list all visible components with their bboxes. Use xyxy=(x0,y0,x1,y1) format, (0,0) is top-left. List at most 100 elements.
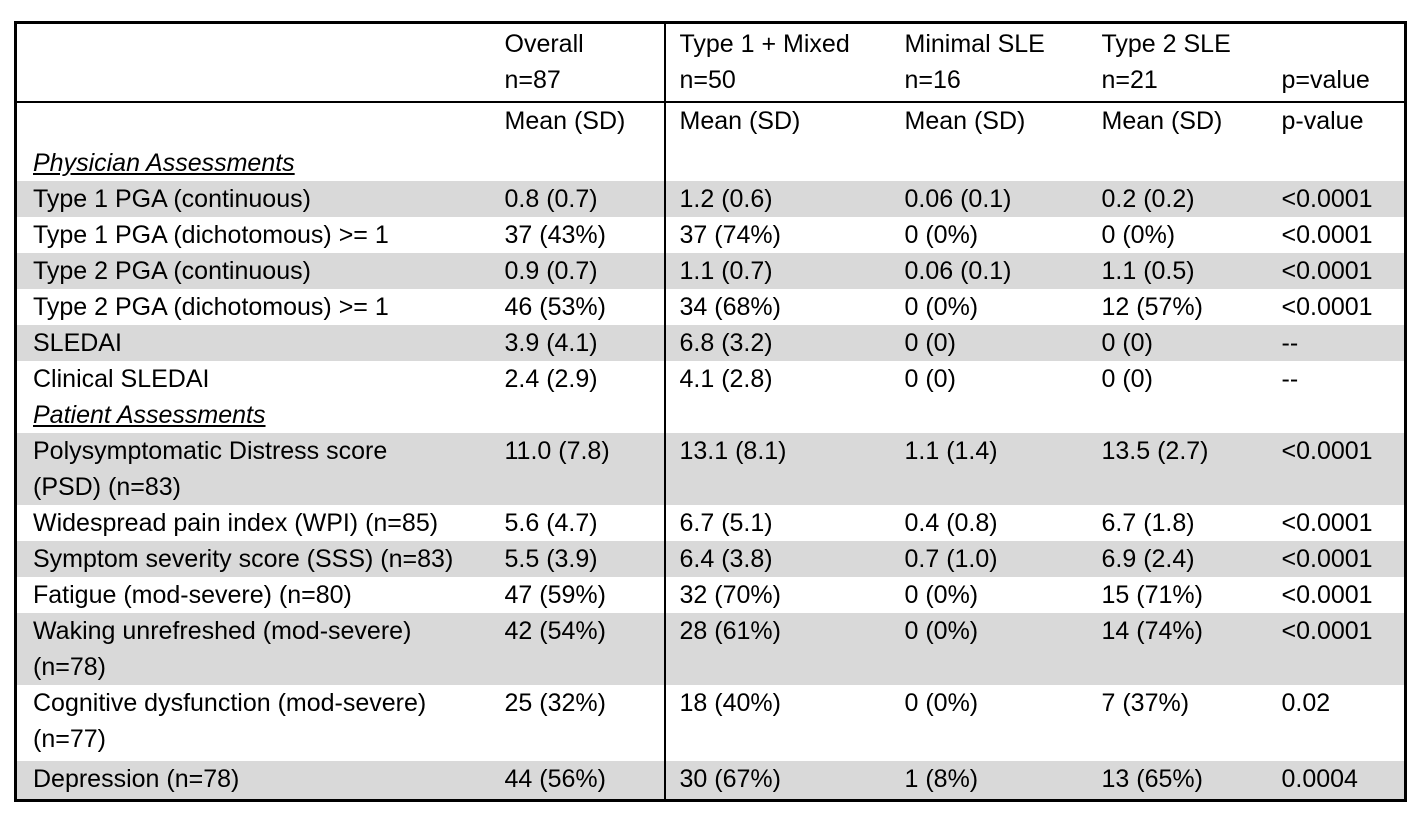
value-cell: 1 (8%) xyxy=(904,761,1102,801)
subheader-mean-sd-minimal-sle: Mean (SD) xyxy=(904,107,1026,135)
empty-cell xyxy=(663,145,905,181)
value-cell: 1.1 (1.4) xyxy=(904,433,1102,505)
value-cell: 46 (53%) xyxy=(504,293,606,321)
empty-cell xyxy=(1282,145,1406,181)
value-cell: 1.1 (0.7) xyxy=(663,253,905,289)
subheader-mean-sd-overall: Mean (SD) xyxy=(504,107,626,135)
column-header-type1-mixed: Type 1 + Mixed n=50 xyxy=(663,22,905,103)
empty-cell xyxy=(1102,145,1282,181)
value-cell: 1.2 (0.6) xyxy=(663,181,905,217)
value-cell: 13 (65%) xyxy=(1101,761,1282,801)
empty-cell xyxy=(505,145,665,181)
row-label: Depression (n=78) xyxy=(15,761,505,801)
value-cell: 0 (0%) xyxy=(1101,221,1176,249)
empty-cell xyxy=(1102,397,1282,433)
header-row-measures: Mean (SD) Mean (SD) Mean (SD) Mean (SD) … xyxy=(16,102,1406,145)
row-label: Widespread pain index (WPI) (n=85) xyxy=(33,509,439,537)
empty-cell xyxy=(1282,397,1406,433)
row-label: Waking unrefreshed (mod-severe) (n=78) xyxy=(15,613,505,685)
pvalue-cell: <0.0001 xyxy=(1281,613,1406,685)
value-cell: 13.1 (8.1) xyxy=(663,433,905,505)
table-row-type2-pga-continuous: Type 2 PGA (continuous) 0.9 (0.7) 1.1 (0… xyxy=(15,253,1406,289)
pvalue-cell: -- xyxy=(1281,365,1299,393)
value-cell: 18 (40%) xyxy=(663,685,905,761)
column-header-blank xyxy=(15,22,505,103)
value-cell: 0.4 (0.8) xyxy=(904,509,998,537)
table-row-polysymptomatic-distress: Polysymptomatic Distress score (PSD) (n=… xyxy=(15,433,1406,505)
column-header-pvalue: p=value xyxy=(1281,22,1406,103)
value-cell: 0.7 (1.0) xyxy=(904,541,1102,577)
value-cell: 13.5 (2.7) xyxy=(1101,433,1282,505)
table-row-widespread-pain-index: Widespread pain index (WPI) (n=85) 5.6 (… xyxy=(16,505,1406,541)
pvalue-cell: <0.0001 xyxy=(1281,541,1406,577)
empty-cell xyxy=(905,145,1102,181)
table-row-sledai: SLEDAI 3.9 (4.1) 6.8 (3.2) 0 (0) 0 (0) -… xyxy=(15,325,1406,361)
column-header-type2-sle: Type 2 SLE n=21 xyxy=(1101,22,1282,103)
row-label: Type 2 PGA (dichotomous) >= 1 xyxy=(33,293,389,321)
value-cell: 0 (0%) xyxy=(904,613,1102,685)
value-cell: 0.8 (0.7) xyxy=(504,181,665,217)
column-header-minimal-sle: Minimal SLE n=16 xyxy=(904,22,1102,103)
value-cell: 11.0 (7.8) xyxy=(504,433,665,505)
table-row-cognitive-dysfunction: Cognitive dysfunction (mod-severe) (n=77… xyxy=(16,685,1406,761)
value-cell: 2.4 (2.9) xyxy=(504,365,598,393)
value-cell: 0 (0) xyxy=(1101,365,1153,393)
value-cell: 6.9 (2.4) xyxy=(1101,541,1282,577)
row-label: Type 2 PGA (continuous) xyxy=(15,253,505,289)
subheader-blank xyxy=(16,102,505,145)
pvalue-cell: <0.0001 xyxy=(1281,293,1373,321)
section-label: Patient Assessments xyxy=(33,401,266,429)
table-row-type2-pga-dichotomous: Type 2 PGA (dichotomous) >= 1 46 (53%) 3… xyxy=(16,289,1406,325)
empty-cell xyxy=(505,397,665,433)
value-cell: 0 (0%) xyxy=(904,221,979,249)
value-cell: 6.4 (3.8) xyxy=(663,541,905,577)
value-cell: 4.1 (2.8) xyxy=(663,361,905,397)
value-cell: 44 (56%) xyxy=(504,761,665,801)
value-cell: 0.06 (0.1) xyxy=(904,181,1102,217)
row-label: Cognitive dysfunction (mod-severe) (n=77… xyxy=(33,689,427,753)
value-cell: 25 (32%) xyxy=(504,689,606,717)
value-cell: 0.2 (0.2) xyxy=(1101,181,1282,217)
section-row-patient-assessments: Patient Assessments xyxy=(16,397,1406,433)
header-row-groups: Overall n=87 Type 1 + Mixed n=50 Minimal… xyxy=(15,22,1406,103)
value-cell: 32 (70%) xyxy=(663,577,905,613)
pvalue-cell: 0.02 xyxy=(1281,689,1331,717)
value-cell: 1.1 (0.5) xyxy=(1101,253,1282,289)
value-cell: 6.8 (3.2) xyxy=(663,325,905,361)
table-row-symptom-severity-score: Symptom severity score (SSS) (n=83) 5.5 … xyxy=(15,541,1406,577)
subheader-mean-sd-type2-sle: Mean (SD) xyxy=(1101,107,1223,135)
sle-results-table: Overall n=87 Type 1 + Mixed n=50 Minimal… xyxy=(14,21,1407,802)
value-cell: 15 (71%) xyxy=(1101,581,1203,609)
table-row-waking-unrefreshed: Waking unrefreshed (mod-severe) (n=78) 4… xyxy=(15,613,1406,685)
column-header-overall: Overall n=87 xyxy=(504,22,665,103)
value-cell: 30 (67%) xyxy=(663,761,905,801)
table-row-depression: Depression (n=78) 44 (56%) 30 (67%) 1 (8… xyxy=(15,761,1406,801)
empty-cell xyxy=(905,397,1102,433)
pvalue-cell: 0.0004 xyxy=(1281,761,1406,801)
pvalue-cell: <0.0001 xyxy=(1281,581,1373,609)
pvalue-cell: <0.0001 xyxy=(1281,253,1406,289)
value-cell: 0 (0) xyxy=(904,325,1102,361)
row-label: Type 1 PGA (continuous) xyxy=(15,181,505,217)
empty-cell xyxy=(663,397,905,433)
page: Overall n=87 Type 1 + Mixed n=50 Minimal… xyxy=(14,21,1407,802)
row-label: SLEDAI xyxy=(15,325,505,361)
value-cell: 5.6 (4.7) xyxy=(504,509,598,537)
value-cell: 28 (61%) xyxy=(663,613,905,685)
row-label: Clinical SLEDAI xyxy=(33,365,210,393)
value-cell: 0 (0%) xyxy=(904,581,979,609)
value-cell: 5.5 (3.9) xyxy=(504,541,665,577)
table-row-type1-pga-dichotomous: Type 1 PGA (dichotomous) >= 1 37 (43%) 3… xyxy=(16,217,1406,253)
value-cell: 47 (59%) xyxy=(504,581,606,609)
value-cell: 0 (0) xyxy=(904,365,956,393)
value-cell: 7 (37%) xyxy=(1101,689,1190,717)
table-row-clinical-sledai: Clinical SLEDAI 2.4 (2.9) 4.1 (2.8) 0 (0… xyxy=(16,361,1406,397)
value-cell: 37 (43%) xyxy=(504,221,606,249)
table-row-fatigue: Fatigue (mod-severe) (n=80) 47 (59%) 32 … xyxy=(16,577,1406,613)
value-cell: 0 (0%) xyxy=(904,293,979,321)
subheader-pvalue: p-value xyxy=(1281,107,1364,135)
subheader-mean-sd-type1-mixed: Mean (SD) xyxy=(663,102,905,145)
table-row-type1-pga-continuous: Type 1 PGA (continuous) 0.8 (0.7) 1.2 (0… xyxy=(15,181,1406,217)
value-cell: 0.06 (0.1) xyxy=(904,253,1102,289)
pvalue-cell: -- xyxy=(1281,325,1406,361)
